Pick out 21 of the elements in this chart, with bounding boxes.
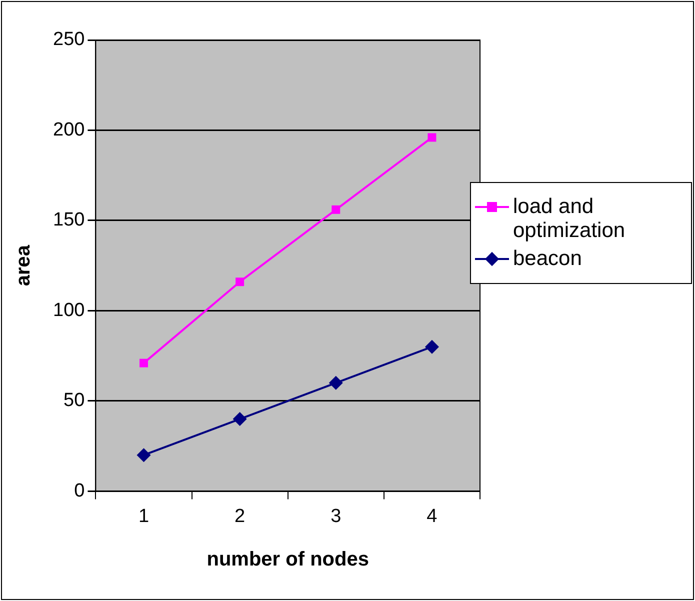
y-tick-label: 100 <box>53 300 85 321</box>
y-tick-label: 250 <box>53 29 85 50</box>
y-tick-label: 0 <box>74 480 85 502</box>
point <box>136 448 151 462</box>
x-tick-label: 1 <box>138 506 150 527</box>
y-tick-label: 50 <box>64 390 85 412</box>
point <box>332 205 340 214</box>
point <box>232 412 247 426</box>
x-tick-label: 4 <box>426 506 438 527</box>
y-axis-title: area <box>12 244 35 286</box>
point <box>236 278 244 286</box>
legend-label: beacon <box>513 247 582 271</box>
x-axis-title: number of nodes <box>206 548 369 571</box>
x-tick-label: 3 <box>330 506 342 527</box>
y-tick-label: 200 <box>53 119 85 140</box>
point <box>328 376 343 390</box>
point <box>424 340 439 354</box>
point <box>139 358 148 368</box>
x-tick-label: 2 <box>234 506 246 527</box>
point <box>428 133 436 142</box>
y-tick-label: 150 <box>53 210 85 231</box>
